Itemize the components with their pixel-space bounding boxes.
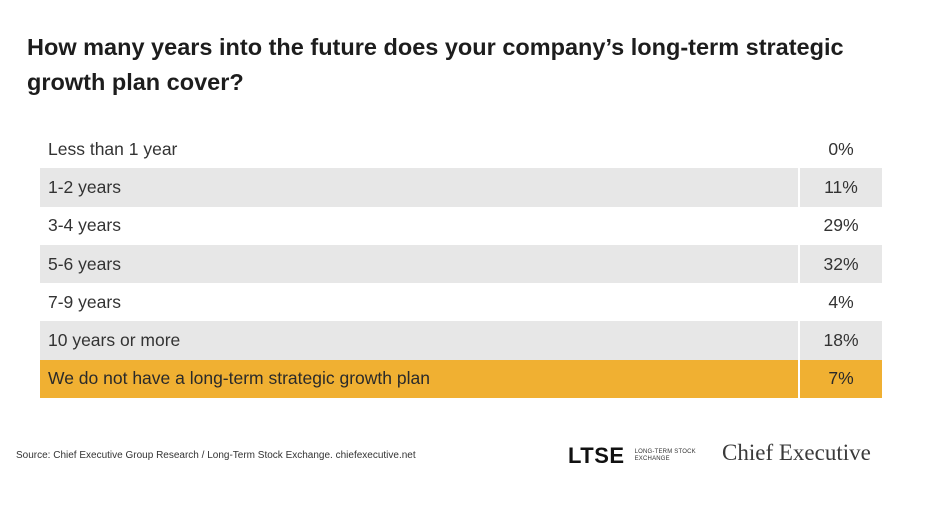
footer: Source: Chief Executive Group Research /… — [16, 440, 920, 468]
chief-executive-logo: Chief Executive — [722, 440, 871, 465]
category-label: 1-2 years — [48, 176, 121, 197]
table-row: 3-4 years 29% — [40, 206, 882, 245]
ltse-logo-mark: LTSE — [568, 443, 625, 468]
category-label: Less than 1 year — [48, 138, 178, 159]
source-text: Source: Chief Executive Group Research /… — [16, 450, 416, 461]
value-label: 7% — [798, 359, 882, 399]
table-row: 10 years or more 18% — [40, 321, 882, 360]
value-label: 4% — [798, 283, 882, 322]
category-label: We do not have a long-term strategic gro… — [48, 368, 430, 389]
ltse-logo: LTSE LONG-TERM STOCK EXCHANGE — [568, 443, 705, 469]
results-table: Less than 1 year 0% 1-2 years 11% 3-4 years 2… — [40, 130, 882, 399]
category-label: 5-6 years — [48, 253, 121, 274]
category-label: 10 years or more — [48, 330, 181, 351]
table-row: We do not have a long-term strategic gro… — [40, 359, 882, 399]
chart-title: How many years into the future does your… — [27, 34, 844, 95]
category-label: 7-9 years — [48, 291, 121, 312]
table-row: 1-2 years 11% — [40, 168, 882, 207]
table-row: Less than 1 year 0% — [40, 130, 882, 169]
category-label: 3-4 years — [48, 215, 121, 236]
table-row: 7-9 years 4% — [40, 283, 882, 322]
value-label: 11% — [798, 168, 882, 207]
value-label: 18% — [798, 321, 882, 360]
value-label: 0% — [798, 130, 882, 169]
value-label: 32% — [798, 244, 882, 284]
ltse-logo-subtitle: LONG-TERM STOCK EXCHANGE — [634, 449, 696, 462]
table-row: 5-6 years 32% — [40, 244, 882, 284]
value-label: 29% — [798, 206, 882, 245]
